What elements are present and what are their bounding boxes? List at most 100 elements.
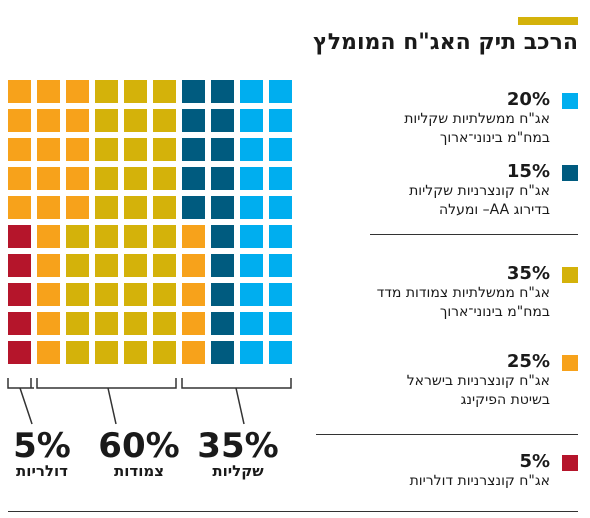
waffle-grid (8, 80, 292, 364)
waffle-cell (8, 138, 31, 161)
legend-line2: במח"מ בינוני־ארוך (439, 130, 550, 146)
waffle-cell (37, 283, 60, 306)
waffle-cell (124, 312, 147, 335)
waffle-cell (66, 80, 89, 103)
waffle-cell (211, 254, 234, 277)
waffle-cell (37, 254, 60, 277)
waffle-cell (240, 225, 263, 248)
waffle-cell (124, 138, 147, 161)
waffle-cell (240, 196, 263, 219)
waffle-cell (269, 167, 292, 190)
waffle-cell (182, 283, 205, 306)
waffle-cell (240, 312, 263, 335)
waffle-cell (211, 138, 234, 161)
waffle-cell (240, 254, 263, 277)
legend-pct: 35% (506, 263, 550, 284)
waffle-cell (269, 312, 292, 335)
waffle-cell (95, 283, 118, 306)
group-pct-dollar: 5% (13, 426, 71, 466)
waffle-cell (37, 167, 60, 190)
group-bracket-pointer (235, 387, 245, 425)
legend-line1: אג"ח קונצרניות שקליות (409, 183, 550, 199)
waffle-cell (95, 109, 118, 132)
waffle-cell (240, 283, 263, 306)
legend-item-corp-picking: 25% אג"ח קונצרניות בישראל בשיטת הפיקינג (318, 352, 578, 410)
waffle-cell (153, 225, 176, 248)
legend-pct: 5% (519, 451, 550, 472)
waffle-cell (182, 80, 205, 103)
waffle-cell (269, 109, 292, 132)
legend-line2: בשיטת הפיקינג (460, 392, 550, 408)
waffle-cell (8, 283, 31, 306)
waffle-cell (269, 341, 292, 364)
waffle-cell (95, 196, 118, 219)
waffle-cell (153, 138, 176, 161)
waffle-cell (95, 225, 118, 248)
waffle-cell (124, 80, 147, 103)
waffle-cell (8, 167, 31, 190)
group-label-linked: צמודות (113, 462, 164, 480)
waffle-cell (153, 283, 176, 306)
bottom-rule (8, 511, 578, 512)
waffle-cell (66, 167, 89, 190)
waffle-cell (211, 312, 234, 335)
waffle-cell (124, 341, 147, 364)
waffle-cell (153, 109, 176, 132)
group-pct-linked: 60% (98, 426, 180, 466)
waffle-cell (153, 196, 176, 219)
waffle-cell (66, 254, 89, 277)
waffle-cell (8, 341, 31, 364)
waffle-cell (37, 109, 60, 132)
waffle-cell (8, 196, 31, 219)
legend-line1: אג"ח ממשלתיות צמודות מדד (376, 285, 550, 301)
waffle-cell (95, 341, 118, 364)
legend-swatch (562, 455, 578, 471)
waffle-cell (269, 225, 292, 248)
waffle-cell (240, 341, 263, 364)
legend-item-corp-shekel: 15% אג"ח קונצרניות שקליות בדירוג AA– ומע… (318, 162, 578, 220)
waffle-cell (211, 109, 234, 132)
waffle-cell (124, 254, 147, 277)
waffle-cell (124, 283, 147, 306)
waffle-cell (182, 225, 205, 248)
waffle-cell (66, 196, 89, 219)
group-bracket (7, 378, 34, 389)
waffle-cell (240, 80, 263, 103)
waffle-cell (37, 341, 60, 364)
waffle-cell (211, 341, 234, 364)
legend-swatch (562, 267, 578, 283)
legend-item-gov-linked: 35% אג"ח ממשלתיות צמודות מדד במח"מ בינונ… (318, 264, 578, 322)
legend-swatch (562, 355, 578, 371)
waffle-cell (269, 283, 292, 306)
legend-item-gov-shekel: 20% אג"ח ממשלתיות שקליות במח"מ בינוני־אר… (318, 90, 578, 148)
group-bracket-pointer (107, 387, 117, 425)
legend-line1: אג"ח קונצרניות דולריות (409, 473, 550, 489)
waffle-cell (95, 80, 118, 103)
waffle-cell (95, 138, 118, 161)
waffle-cell (211, 167, 234, 190)
waffle-cell (95, 312, 118, 335)
legend-divider-2 (316, 434, 578, 435)
waffle-cell (182, 167, 205, 190)
legend-swatch (562, 93, 578, 109)
waffle-cell (124, 196, 147, 219)
group-pct-shekel: 35% (197, 426, 279, 466)
waffle-cell (269, 138, 292, 161)
legend-line2: בדירוג AA– ומעלה (439, 202, 550, 218)
waffle-cell (8, 80, 31, 103)
waffle-cell (8, 225, 31, 248)
waffle-cell (8, 312, 31, 335)
waffle-cell (240, 109, 263, 132)
waffle-cell (66, 109, 89, 132)
waffle-cell (95, 254, 118, 277)
waffle-cell (124, 109, 147, 132)
waffle-cell (124, 167, 147, 190)
waffle-cell (37, 138, 60, 161)
waffle-cell (37, 225, 60, 248)
waffle-cell (66, 138, 89, 161)
group-bracket-pointer (19, 387, 33, 425)
waffle-cell (211, 225, 234, 248)
waffle-cell (182, 254, 205, 277)
waffle-cell (66, 283, 89, 306)
group-label-dollar: דולריות (16, 462, 68, 480)
